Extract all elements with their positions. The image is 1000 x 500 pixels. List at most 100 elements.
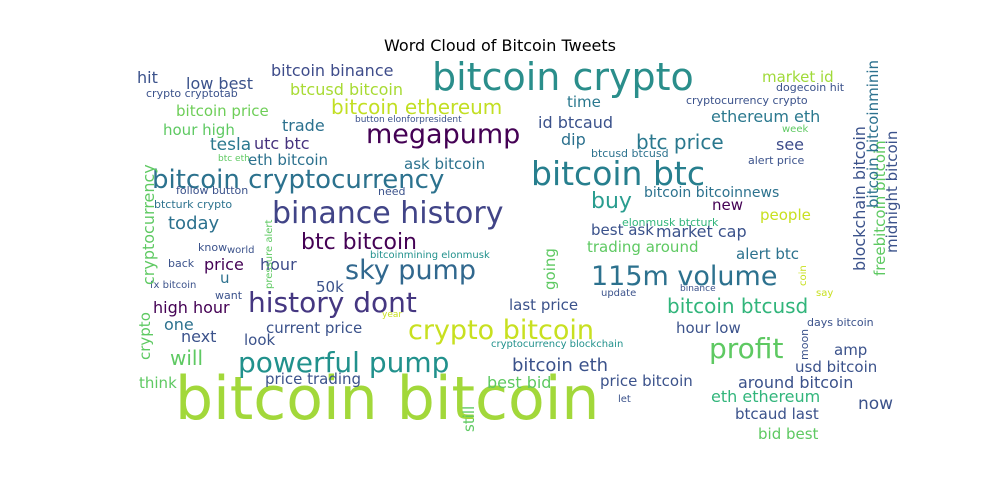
cloud-word: bitcoin btc — [531, 154, 705, 193]
cloud-word: next — [181, 327, 216, 346]
cloud-word: alert price — [748, 154, 805, 167]
cloud-word: crypto bitcoin — [408, 315, 594, 346]
cloud-word: update — [601, 288, 636, 299]
cloud-word: megapump — [366, 119, 520, 150]
cloud-word: bitcoin bitcoin — [175, 364, 599, 434]
cloud-word: ask bitcoin — [404, 155, 485, 173]
cloud-word: ethereum eth — [711, 107, 820, 126]
cloud-word: trade — [282, 116, 325, 135]
cloud-word: one — [164, 315, 194, 334]
cloud-word: bid best — [758, 425, 819, 443]
cloud-word: best bid — [487, 373, 551, 392]
cloud-word: market cap — [656, 222, 747, 241]
cloud-word: will — [170, 346, 203, 370]
cloud-word: bitcoin price — [176, 102, 269, 120]
cloud-word: moon — [798, 329, 811, 360]
cloud-word: back — [168, 257, 195, 270]
cloud-word: hour — [260, 255, 297, 274]
cloud-word: u — [220, 269, 230, 287]
cloud-word: cryptocurrency blockchain — [491, 339, 623, 350]
cloud-word: know — [198, 241, 227, 254]
cloud-word: buy — [591, 189, 632, 214]
cloud-word: new — [712, 196, 743, 214]
word-cloud-canvas: bitcoin bitcoin bitcoin crypto bitcoin btc… — [136, 60, 900, 443]
cloud-word: bitcoinmining elonmusk — [370, 250, 490, 261]
cloud-word: hour high — [163, 121, 235, 139]
cloud-word: blockchain bitcoin — [850, 126, 869, 271]
cloud-word: tesla — [210, 135, 251, 155]
chart-title: Word Cloud of Bitcoin Tweets — [384, 36, 616, 55]
cloud-word: last price — [509, 296, 578, 314]
cloud-word: bitcoin crypto — [432, 60, 694, 99]
cloud-word: btc price — [636, 130, 724, 154]
cloud-word: think — [139, 374, 177, 392]
cloud-word: cryptocurrency crypto — [686, 94, 808, 107]
cloud-word: binance — [680, 284, 716, 294]
cloud-word: binance history — [272, 196, 503, 231]
cloud-word: btcaud last — [735, 405, 819, 423]
cloud-word: eth ethereum — [711, 387, 820, 406]
cloud-word: see — [776, 135, 804, 154]
cloud-word: btc bitcoin — [301, 230, 417, 255]
cloud-word: crypto cryptotab — [146, 87, 238, 100]
cloud-word: fx bitcoin — [150, 280, 196, 291]
cloud-word: bitcoin btcusd — [667, 294, 808, 318]
cloud-word: alert btc — [736, 245, 799, 263]
cloud-word: crypto — [136, 312, 154, 360]
cloud-word: bitcoin binance — [271, 61, 393, 80]
cloud-word: pressure alert — [264, 219, 275, 289]
cloud-word: coin — [798, 265, 809, 286]
cloud-word: bitcoin bitcoinnews — [644, 185, 779, 201]
cloud-word: days bitcoin — [807, 316, 874, 329]
cloud-word: sky pump — [345, 255, 476, 286]
cloud-word: today — [168, 213, 220, 234]
cloud-word: usd bitcoin — [795, 358, 877, 376]
cloud-word: high hour — [153, 298, 230, 317]
cloud-word: market id — [762, 68, 834, 86]
cloud-word: want — [215, 289, 243, 302]
cloud-word: week — [782, 124, 808, 135]
cloud-word: dip — [561, 130, 586, 149]
cloud-word: bitcoin bitcoinmining — [864, 60, 882, 208]
cloud-word: year — [382, 310, 402, 320]
cloud-word: look — [244, 331, 276, 349]
cloud-word: low best — [186, 74, 253, 93]
cloud-word: still — [460, 406, 478, 432]
cloud-word: btc eth — [218, 154, 250, 164]
cloud-word: eth bitcoin — [248, 151, 328, 169]
cloud-word: say — [816, 288, 833, 299]
cloud-word: going — [541, 248, 559, 290]
cloud-word: id btcaud — [538, 113, 613, 132]
cloud-word: world — [227, 245, 255, 256]
cloud-word: 115m volume — [591, 261, 777, 292]
cloud-word: need — [378, 185, 406, 198]
cloud-word: midnight bitcoin — [883, 131, 900, 253]
cloud-word: now — [858, 394, 893, 414]
cloud-word: hit — [137, 68, 158, 87]
cloud-word: profit — [709, 332, 783, 365]
cloud-word: price trading — [265, 370, 361, 388]
cloud-word: dogecoin hit — [776, 81, 845, 94]
cloud-word: bitcoin ethereum — [331, 95, 502, 119]
cloud-word: price bitcoin — [600, 372, 693, 390]
cloud-word: button elonforpresident — [355, 115, 462, 125]
cloud-word: btcusd btcusd — [591, 147, 669, 160]
cloud-word: around bitcoin — [738, 373, 853, 392]
cloud-word: btcusd bitcoin — [290, 80, 403, 99]
word-cloud: bitcoin bitcoin bitcoin crypto bitcoin btc… — [126, 60, 900, 444]
cloud-word: history dont — [248, 286, 417, 319]
cloud-word: powerful pump — [238, 346, 449, 379]
cloud-word: follow button — [176, 184, 248, 197]
cloud-word: freebitcoin bitcoin — [871, 140, 889, 276]
cloud-word: best ask — [591, 221, 654, 239]
cloud-word: people — [760, 206, 811, 224]
cloud-word: cryptocurrency — [139, 164, 158, 285]
cloud-word: time — [567, 93, 601, 111]
cloud-word: 50k — [316, 278, 344, 296]
cloud-word: btcturk crypto — [154, 198, 232, 211]
cloud-word: trading around — [587, 238, 698, 256]
cloud-word: bitcoin cryptocurrency — [152, 165, 444, 195]
cloud-word: elonmusk btcturk — [622, 216, 719, 229]
cloud-word: hour low — [676, 319, 741, 337]
